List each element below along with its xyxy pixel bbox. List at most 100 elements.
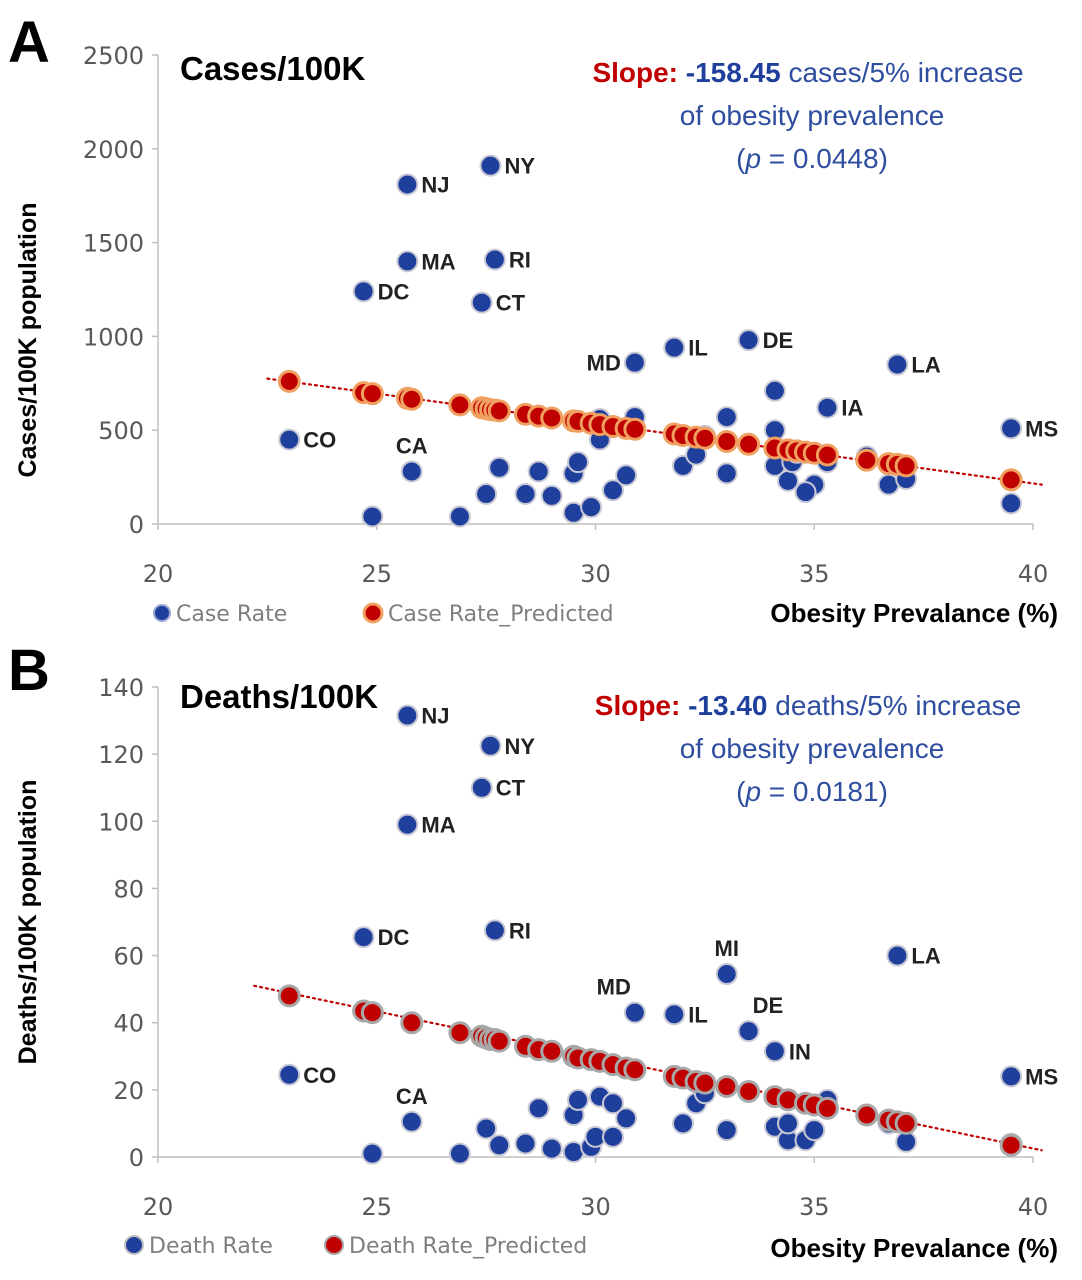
data-point-predicted xyxy=(815,443,839,467)
data-point-actual xyxy=(483,248,506,271)
data-point-actual xyxy=(715,406,738,429)
data-point-actual xyxy=(479,154,502,177)
slope-line-1: Slope: -158.45 cases/5% increase xyxy=(592,57,1023,88)
x-tick-label: 40 xyxy=(1018,560,1049,588)
y-axis-label: Deaths/100K population xyxy=(14,780,42,1065)
data-point-actual xyxy=(580,496,603,519)
data-point-actual xyxy=(615,1107,638,1130)
data-point-actual xyxy=(803,1119,826,1142)
data-point-actual xyxy=(816,396,839,419)
data-point-actual xyxy=(777,1112,799,1135)
data-point-predicted xyxy=(448,393,472,417)
data-point-actual xyxy=(400,1110,423,1133)
x-tick-label: 40 xyxy=(1018,1193,1049,1221)
state-label-la: LA xyxy=(911,944,940,969)
legend-marker-case-rate-predicted xyxy=(362,602,384,624)
y-tick-label: 500 xyxy=(98,417,144,445)
data-point-actual xyxy=(396,704,419,727)
data-point-actual xyxy=(470,776,493,799)
x-tick-label: 30 xyxy=(580,560,611,588)
slope-line-1: Slope: -13.40 deaths/5% increase xyxy=(595,690,1021,721)
slope-annotation: Slope: -13.40 deaths/5% increase of obes… xyxy=(595,690,1021,807)
x-tick-label: 25 xyxy=(361,1193,392,1221)
data-point-predicted xyxy=(815,1096,839,1120)
data-point-predicted xyxy=(448,1021,472,1045)
data-point-predicted xyxy=(360,1001,384,1025)
state-label-de: DE xyxy=(763,328,794,353)
data-point-actual xyxy=(361,505,384,528)
legend: Death Rate Death Rate_Predicted xyxy=(124,1234,587,1259)
data-point-actual xyxy=(396,813,419,836)
state-label-dc: DC xyxy=(378,925,410,950)
data-point-actual xyxy=(278,428,301,451)
data-point-predicted xyxy=(894,1111,918,1135)
state-label-ca: CA xyxy=(396,1084,428,1109)
data-point-actual xyxy=(763,1040,786,1063)
state-label-ms: MS xyxy=(1025,416,1058,441)
legend: Case Rate Case Rate_Predicted xyxy=(153,602,614,627)
data-point-predicted xyxy=(400,387,424,411)
y-tick-label: 100 xyxy=(98,808,144,836)
state-label-il: IL xyxy=(688,1002,708,1027)
data-point-predicted xyxy=(999,468,1023,492)
x-tick-label: 35 xyxy=(799,560,830,588)
data-point-actual xyxy=(488,456,511,479)
state-label-ma: MA xyxy=(421,249,455,274)
data-point-actual xyxy=(514,482,537,505)
slope-line-2: of obesity prevalence xyxy=(680,100,945,131)
data-point-predicted xyxy=(487,399,511,423)
data-point-actual xyxy=(886,353,909,376)
state-label-la: LA xyxy=(911,353,940,378)
y-tick-label: 60 xyxy=(113,943,144,971)
data-point-actual xyxy=(602,1092,624,1115)
chart-title: Deaths/100K xyxy=(180,678,378,715)
state-label-co: CO xyxy=(303,1063,336,1088)
state-label-md: MD xyxy=(587,351,621,376)
chart-title: Cases/100K xyxy=(180,50,365,87)
p-value-text: (p = 0.0181) xyxy=(736,776,888,807)
data-point-predicted xyxy=(487,1029,511,1053)
state-label-ca: CA xyxy=(396,433,428,458)
data-point-actual xyxy=(479,734,502,757)
data-point-predicted xyxy=(999,1133,1023,1157)
y-axis-label: Cases/100K population xyxy=(14,202,42,477)
data-point-actual xyxy=(672,1112,694,1135)
data-point-actual xyxy=(1000,417,1023,440)
data-point-predicted xyxy=(855,1103,879,1127)
panel-a: A Cases/100K Cases/100K population Obesi… xyxy=(8,10,1058,628)
y-tick-label: 40 xyxy=(113,1010,144,1038)
data-point-predicted xyxy=(894,454,918,478)
legend-marker-death-rate-predicted xyxy=(324,1235,344,1255)
data-point-actual xyxy=(715,1119,738,1142)
y-tick-label: 120 xyxy=(98,741,144,769)
data-point-actual xyxy=(352,280,375,303)
data-point-predicted xyxy=(715,1075,739,1098)
data-point-actual xyxy=(623,1001,646,1024)
state-label-md: MD xyxy=(597,975,631,1000)
state-label-co: CO xyxy=(303,428,336,453)
legend-label-case-rate-predicted: Case Rate_Predicted xyxy=(388,602,614,627)
data-point-actual xyxy=(602,1125,624,1148)
state-label-ri: RI xyxy=(509,247,531,272)
x-tick-label: 25 xyxy=(361,560,392,588)
data-point-predicted xyxy=(360,382,384,406)
data-point-predicted xyxy=(277,369,301,393)
data-point-actual xyxy=(1000,1065,1023,1088)
data-point-actual xyxy=(448,505,471,528)
panel-b: B Deaths/100K Deaths/100K population Obe… xyxy=(8,638,1058,1263)
state-label-ct: CT xyxy=(496,291,526,316)
state-label-de: DE xyxy=(753,993,784,1018)
data-point-predicted xyxy=(623,417,647,441)
data-point-actual xyxy=(615,464,638,487)
data-point-actual xyxy=(540,484,563,507)
data-point-actual xyxy=(763,379,786,402)
state-label-ny: NY xyxy=(505,154,536,179)
data-point-actual xyxy=(470,291,493,314)
legend-marker-case-rate xyxy=(153,604,171,622)
state-label-ma: MA xyxy=(421,813,455,838)
data-point-actual xyxy=(567,1088,589,1111)
data-point-predicted xyxy=(715,429,739,453)
data-point-actual xyxy=(1000,492,1023,515)
x-axis-label: Obesity Prevalance (%) xyxy=(770,1233,1058,1263)
